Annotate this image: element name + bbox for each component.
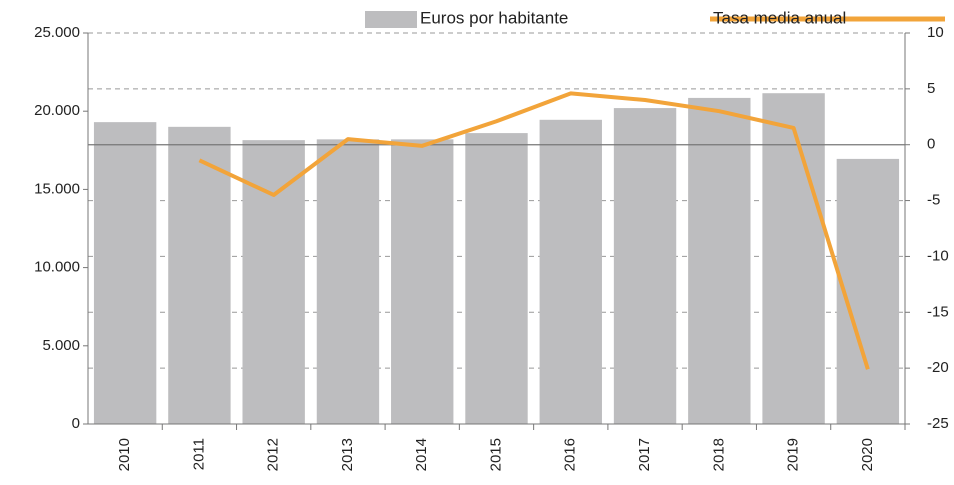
x-tick-label: 2012 — [265, 438, 282, 471]
y2-tick-label: 0 — [927, 136, 935, 153]
bar — [316, 139, 380, 425]
legend-swatch — [365, 11, 417, 28]
y2-tick-label: -20 — [927, 359, 949, 376]
y2-tick-label: 5 — [927, 80, 935, 97]
y2-tick-label: -25 — [927, 415, 949, 432]
x-tick-label: 2016 — [562, 438, 579, 471]
legend-label: Euros por habitante — [420, 8, 568, 27]
y-tick-label: 10.000 — [34, 259, 80, 276]
y-tick-label: 15.000 — [34, 180, 80, 197]
x-tick-label: 2020 — [859, 438, 876, 471]
bar — [688, 97, 751, 424]
x-tick-label: 2018 — [710, 438, 727, 471]
legend-label: Tasa media anual — [713, 8, 846, 27]
y-tick-label: 5.000 — [42, 337, 80, 354]
bar — [836, 158, 900, 425]
bar — [613, 108, 677, 425]
y2-tick-label: 10 — [927, 24, 944, 41]
x-tick-label: 2019 — [785, 438, 802, 471]
x-tick-label: 2014 — [413, 438, 430, 471]
y2-tick-label: -15 — [927, 303, 949, 320]
y-tick-label: 20.000 — [34, 102, 80, 119]
x-tick-label: 2017 — [636, 438, 653, 471]
x-tick-label: 2011 — [190, 438, 207, 470]
x-tick-label: 2015 — [487, 438, 504, 471]
bar — [762, 93, 825, 425]
bar — [539, 119, 602, 424]
bar — [465, 133, 528, 424]
x-tick-label: 2013 — [339, 438, 356, 471]
bar — [391, 139, 454, 425]
x-tick-label: 2010 — [116, 438, 133, 471]
y-tick-label: 0 — [72, 415, 80, 432]
line — [198, 91, 870, 370]
bar — [168, 126, 231, 424]
y2-tick-label: -10 — [927, 247, 949, 264]
bar — [93, 122, 157, 424]
y-tick-label: 25.000 — [34, 24, 80, 41]
y2-tick-label: -5 — [927, 192, 940, 209]
